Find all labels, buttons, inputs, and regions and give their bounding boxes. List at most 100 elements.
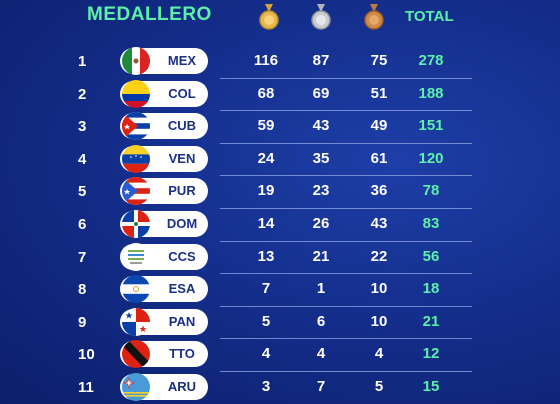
row-divider xyxy=(220,273,472,275)
silver-count: 26 xyxy=(312,215,330,232)
gold-count: 59 xyxy=(257,117,275,135)
country-code: MEX xyxy=(167,53,197,68)
colombia-flag-icon xyxy=(122,79,150,108)
silver-count: 7 xyxy=(316,378,326,395)
country-code: CUB xyxy=(167,118,197,134)
cuba-flag-icon xyxy=(122,112,150,141)
el-salvador-flag-icon xyxy=(122,275,150,304)
rank-number: 11 xyxy=(78,379,94,396)
total-header: TOTAL xyxy=(405,8,454,25)
aruba-flag-icon xyxy=(122,373,150,401)
total-count: 21 xyxy=(422,312,440,330)
rank-number: 2 xyxy=(78,85,87,103)
table-row: 9 PAN 5 6 10 21 xyxy=(0,307,560,338)
total-count: 151 xyxy=(418,117,444,135)
total-count: 12 xyxy=(422,345,440,363)
row-divider xyxy=(220,77,472,79)
country-code: ESA xyxy=(168,281,196,297)
rank-number: 10 xyxy=(78,346,95,364)
gold-count: 24 xyxy=(257,149,275,167)
mexico-flag-icon xyxy=(122,47,150,75)
table-row: 3 CUB 59 43 49 151 xyxy=(0,112,560,142)
table-row: 5 PUR 19 23 36 78 xyxy=(0,177,560,207)
silver-count: 6 xyxy=(316,312,326,330)
total-count: 18 xyxy=(422,280,440,298)
table-row: 6 DOM 14 26 43 83 xyxy=(0,210,560,240)
gold-count: 7 xyxy=(261,280,271,298)
silver-count: 4 xyxy=(316,345,326,363)
table-row: 4 VEN 24 35 61 120 xyxy=(0,144,560,175)
bronze-count: 10 xyxy=(370,312,388,330)
total-count: 78 xyxy=(422,182,440,200)
total-count: 83 xyxy=(422,215,440,232)
rank-number: 4 xyxy=(78,150,87,168)
row-divider xyxy=(220,110,472,112)
country-code: COL xyxy=(168,85,196,101)
silver-count: 1 xyxy=(316,280,326,298)
gold-medal-icon xyxy=(259,4,279,30)
gold-count: 3 xyxy=(261,378,271,395)
row-divider xyxy=(220,338,472,340)
country-code: VEN xyxy=(168,150,196,166)
bronze-medal-icon xyxy=(364,4,384,30)
table-row: 1 MEX 116 87 75 278 xyxy=(0,47,560,77)
puerto-rico-flag-icon xyxy=(122,177,150,206)
bronze-count: 10 xyxy=(370,280,388,298)
bronze-count: 49 xyxy=(370,117,388,135)
gold-count: 4 xyxy=(261,345,271,363)
rank-number: 8 xyxy=(78,281,87,299)
gold-count: 5 xyxy=(261,312,271,330)
country-code: DOM xyxy=(166,216,198,231)
country-code: PAN xyxy=(168,313,196,329)
table-row: 10 TTO 4 4 4 12 xyxy=(0,340,560,370)
total-count: 56 xyxy=(422,247,440,265)
bronze-count: 51 xyxy=(370,84,388,102)
country-code: ARU xyxy=(167,379,197,394)
country-code: TTO xyxy=(169,346,195,362)
silver-count: 23 xyxy=(312,182,330,200)
row-divider xyxy=(220,305,472,307)
gold-count: 14 xyxy=(257,215,275,232)
panama-flag-icon xyxy=(122,307,150,336)
bronze-count: 4 xyxy=(374,345,384,363)
rank-number: 7 xyxy=(78,248,87,266)
total-count: 120 xyxy=(418,149,444,167)
table-row: 8 ESA 7 1 10 18 xyxy=(0,275,560,305)
row-divider xyxy=(220,175,472,177)
gold-count: 68 xyxy=(257,84,275,102)
ccs-logo-icon xyxy=(122,242,150,271)
rank-number: 5 xyxy=(78,183,87,201)
row-divider xyxy=(220,370,472,372)
silver-medal-icon xyxy=(311,4,331,30)
bronze-count: 5 xyxy=(374,378,384,395)
total-count: 278 xyxy=(418,52,444,69)
table-row: 2 COL 68 69 51 188 xyxy=(0,79,560,110)
silver-count: 35 xyxy=(312,149,330,167)
table-row: 11 ARU 3 7 5 15 xyxy=(0,373,560,403)
bronze-count: 43 xyxy=(370,215,388,232)
venezuela-flag-icon xyxy=(122,144,150,173)
bronze-count: 22 xyxy=(370,247,388,265)
country-code: PUR xyxy=(168,183,196,199)
total-count: 15 xyxy=(422,378,440,395)
bronze-count: 75 xyxy=(370,52,388,69)
silver-count: 21 xyxy=(312,247,330,265)
silver-count: 69 xyxy=(312,84,330,102)
rank-number: 9 xyxy=(78,313,87,331)
row-divider xyxy=(220,142,472,144)
table-row: 7 CCS 13 21 22 56 xyxy=(0,242,560,273)
row-divider xyxy=(220,240,472,242)
trinidad-tobago-flag-icon xyxy=(122,340,150,369)
gold-count: 13 xyxy=(257,247,275,265)
country-code: CCS xyxy=(168,248,196,264)
gold-count: 19 xyxy=(257,182,275,200)
dominican-republic-flag-icon xyxy=(122,210,150,238)
bronze-count: 61 xyxy=(370,149,388,167)
silver-count: 87 xyxy=(312,52,330,69)
page-title: MEDALLERO xyxy=(87,4,212,25)
total-count: 188 xyxy=(418,84,444,102)
rank-number: 1 xyxy=(78,53,87,70)
bronze-count: 36 xyxy=(370,182,388,200)
rank-number: 6 xyxy=(78,216,87,233)
gold-count: 116 xyxy=(253,52,279,69)
